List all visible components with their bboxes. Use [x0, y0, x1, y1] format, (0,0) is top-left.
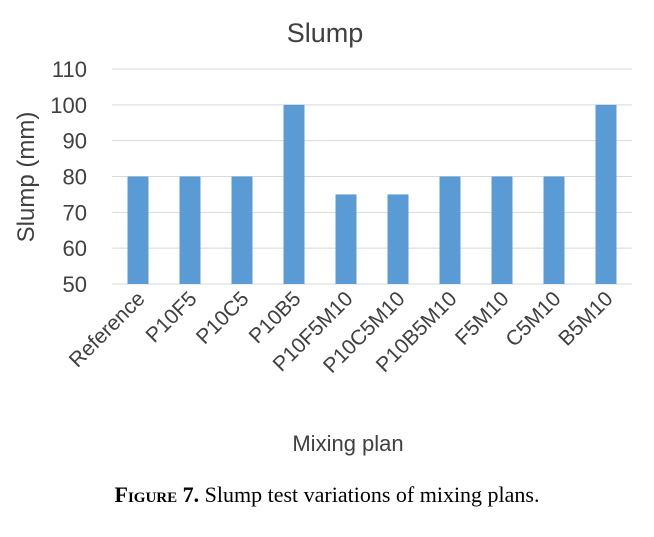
- x-tick-label: P10C5: [192, 287, 254, 349]
- x-tick-label: B5M10: [554, 287, 617, 350]
- bar: [439, 176, 461, 284]
- chart-title: Slump: [287, 18, 364, 48]
- y-axis-label: Slump (mm): [13, 112, 40, 243]
- bar: [283, 104, 305, 284]
- x-tick-label: C5M10: [501, 287, 565, 351]
- x-tick-label: P10F5: [142, 287, 202, 347]
- y-tick-label: 110: [52, 57, 87, 82]
- x-tick-label: F5M10: [451, 287, 513, 349]
- y-tick-label: 100: [50, 93, 87, 118]
- x-tick-label: Reference: [65, 287, 150, 372]
- bar: [231, 176, 253, 284]
- y-tick-label: 50: [63, 272, 87, 297]
- bar: [127, 176, 149, 284]
- figure-caption: Figure 7. Slump test variations of mixin…: [0, 482, 654, 508]
- x-tick-labels: ReferenceP10F5P10C5P10B5P10F5M10P10C5M10…: [65, 287, 618, 378]
- bars: [127, 104, 617, 284]
- bar: [179, 176, 201, 284]
- y-tick-label: 80: [63, 165, 87, 190]
- slump-chart: Slump Slump (mm) Mixing plan 50 60 70 80 90 1…: [13, 18, 632, 456]
- bar: [491, 176, 513, 284]
- bar: [335, 194, 357, 284]
- bar: [387, 194, 409, 284]
- x-axis-label: Mixing plan: [292, 431, 403, 456]
- y-tick-label: 90: [63, 129, 87, 154]
- bar: [595, 104, 617, 284]
- bar: [543, 176, 565, 284]
- figure-caption-text: Slump test variations of mixing plans.: [204, 482, 540, 507]
- y-tick-labels: 50 60 70 80 90 100 110: [50, 57, 87, 297]
- y-tick-label: 70: [63, 200, 87, 225]
- y-tick-label: 60: [63, 236, 87, 261]
- figure-label: Figure 7.: [114, 482, 200, 507]
